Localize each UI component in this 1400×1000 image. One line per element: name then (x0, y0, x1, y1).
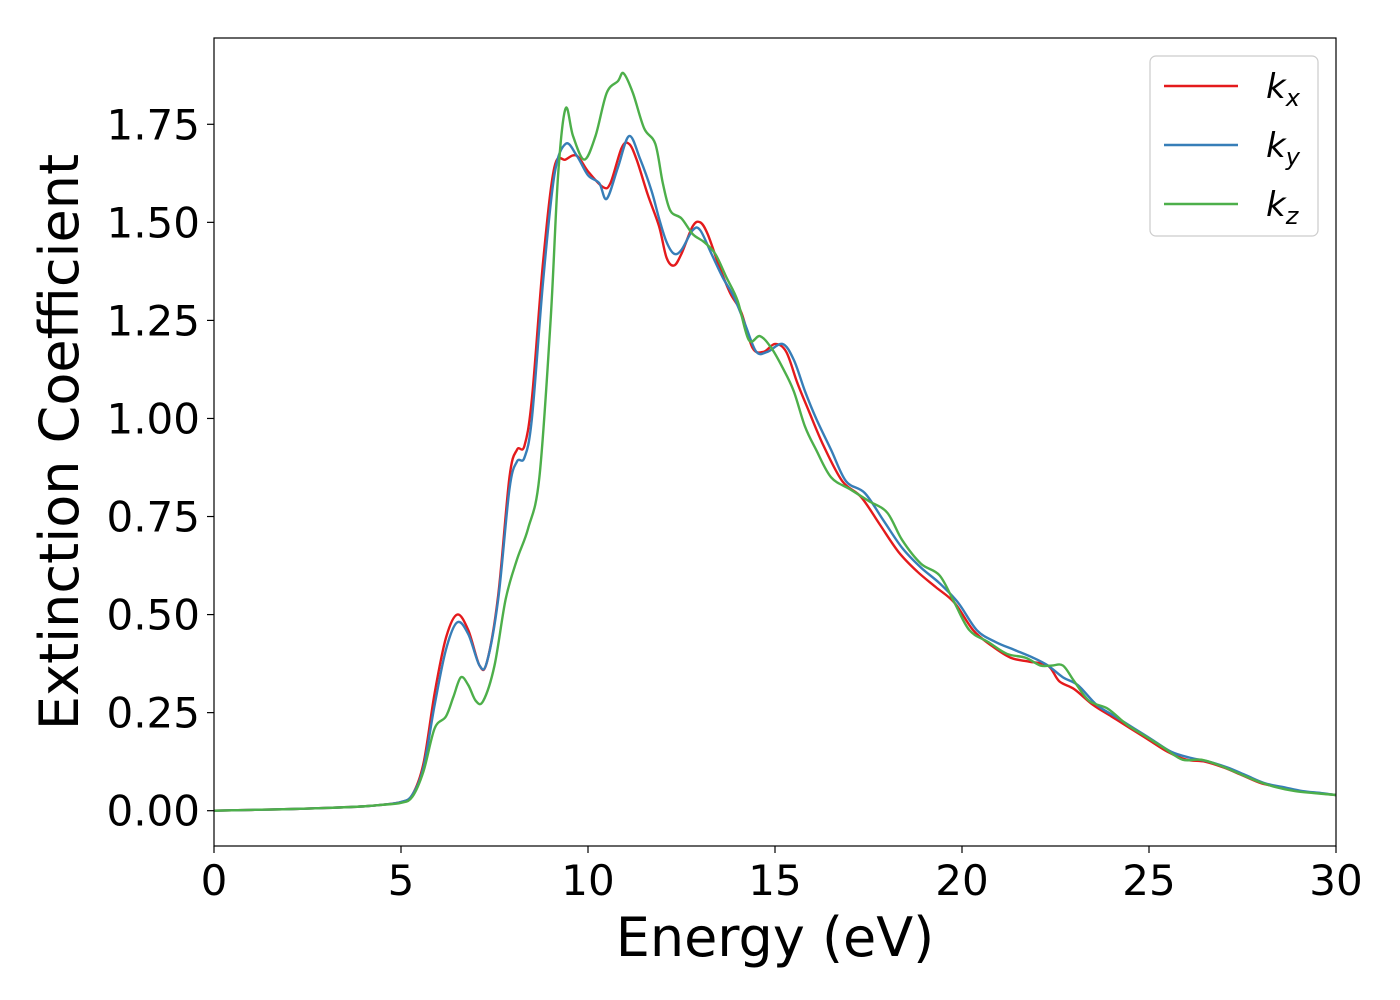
y-tick-label: 0.75 (106, 493, 200, 542)
x-tick-label: 15 (748, 856, 801, 905)
legend-label-ky: ky (1266, 126, 1301, 171)
y-axis-title: Extinction Coefficient (28, 154, 91, 730)
legend-label-base: k (1266, 185, 1287, 225)
x-tick-label: 30 (1309, 856, 1362, 905)
y-tick-label: 1.00 (106, 394, 200, 443)
legend-label-base: k (1266, 126, 1287, 166)
series-line-kz (214, 71, 1336, 812)
legend-label-subscript: z (1285, 202, 1300, 230)
x-tick-label: 5 (388, 856, 415, 905)
x-tick-label: 10 (561, 856, 614, 905)
x-tick-label: 0 (201, 856, 228, 905)
y-tick-label: 1.25 (106, 296, 200, 345)
y-tick-label: 0.25 (106, 689, 200, 738)
legend-label-subscript: y (1285, 143, 1301, 171)
y-tick-label: 0.50 (106, 591, 200, 640)
y-tick-label: 1.75 (106, 100, 200, 149)
legend-label-kz: kz (1266, 185, 1300, 230)
y-tick-label: 0.00 (106, 787, 200, 836)
y-tick-label: 1.50 (106, 198, 200, 247)
series-layer (214, 71, 1336, 812)
series-line-ky (214, 134, 1336, 812)
legend-label-kx: kx (1266, 67, 1301, 112)
x-tick-label: 25 (1122, 856, 1175, 905)
y-axis: 0.00 0.25 0.50 0.75 1.00 1.25 1.50 1.75 (106, 100, 214, 836)
x-axis: 0 5 10 15 20 25 30 (201, 846, 1363, 905)
legend-label-base: k (1266, 67, 1287, 107)
x-axis-title: Energy (eV) (616, 906, 935, 969)
x-tick-label: 20 (935, 856, 988, 905)
legend-label-subscript: x (1285, 84, 1301, 112)
